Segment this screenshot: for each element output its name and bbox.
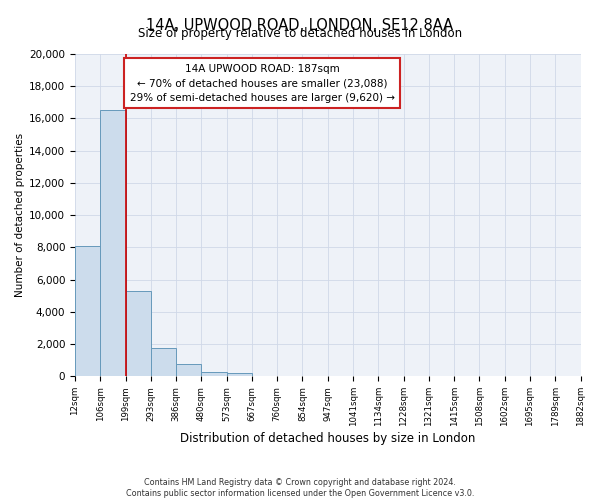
Y-axis label: Number of detached properties: Number of detached properties (15, 133, 25, 297)
X-axis label: Distribution of detached houses by size in London: Distribution of detached houses by size … (180, 432, 475, 445)
Bar (202, 372, 227, 376)
Bar (125, 291, 151, 376)
Bar (100, 110, 125, 376)
Text: 14A, UPWOOD ROAD, LONDON, SE12 8AA: 14A, UPWOOD ROAD, LONDON, SE12 8AA (146, 18, 454, 32)
Bar (176, 364, 202, 376)
Bar (151, 348, 176, 376)
Text: Size of property relative to detached houses in London: Size of property relative to detached ho… (138, 28, 462, 40)
Bar (227, 373, 252, 376)
Text: 14A UPWOOD ROAD: 187sqm
← 70% of detached houses are smaller (23,088)
29% of sem: 14A UPWOOD ROAD: 187sqm ← 70% of detache… (130, 64, 395, 104)
Text: Contains HM Land Registry data © Crown copyright and database right 2024.
Contai: Contains HM Land Registry data © Crown c… (126, 478, 474, 498)
Bar (75, 246, 100, 376)
